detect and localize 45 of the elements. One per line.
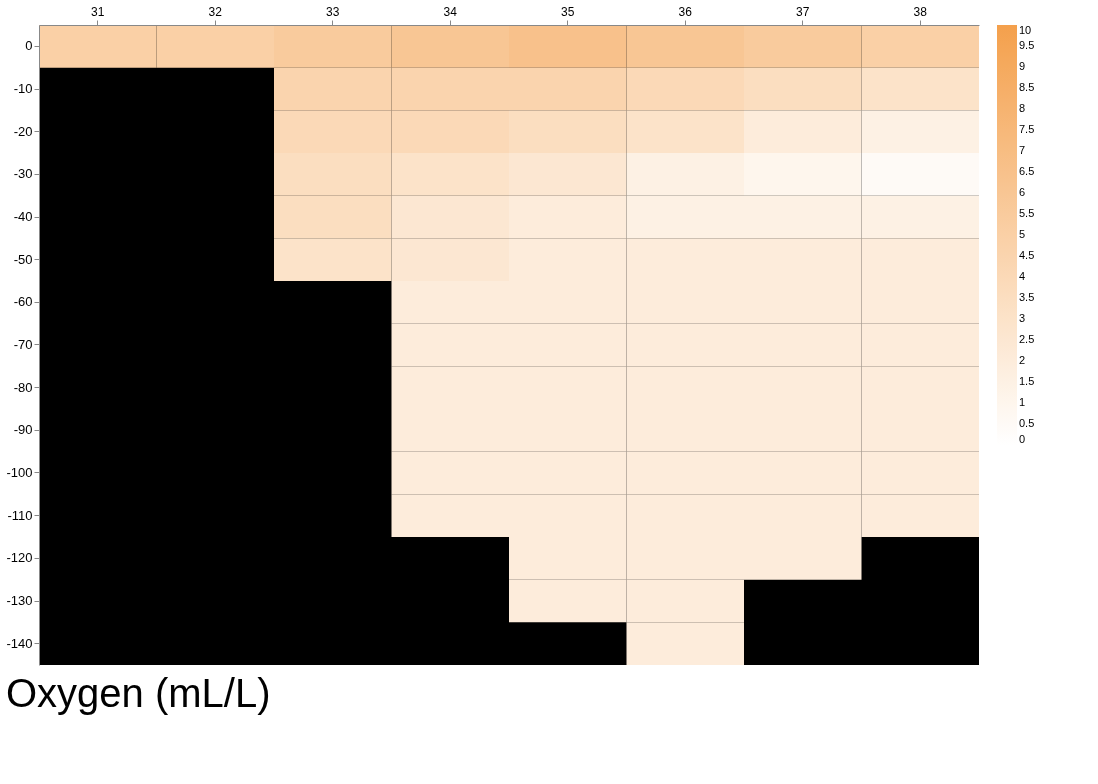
y-tick-label: -50: [13, 251, 33, 267]
y-tick-label: -100: [6, 465, 33, 480]
y-tick-label: -80: [13, 379, 33, 395]
color-bar-label: 7: [1019, 144, 1026, 156]
y-tick-label: 0: [25, 38, 33, 54]
color-bar-label: 8.5: [1019, 81, 1035, 93]
color-bar-label: 9: [1019, 60, 1026, 72]
y-tick-label: -30: [13, 166, 33, 182]
color-bar-label: 1: [1019, 396, 1026, 408]
color-bar-label: 2: [1019, 354, 1026, 366]
y-tick-label: -20: [13, 123, 33, 139]
color-bar-label: 3: [1019, 312, 1026, 324]
y-tick-label: -10: [13, 81, 33, 96]
x-tick-label: 34: [443, 4, 458, 19]
color-bar-label: 6.5: [1019, 165, 1035, 177]
text: Oxygen (mL/L): [5, 671, 271, 715]
color-bar-label: 3.5: [1019, 291, 1035, 303]
x-tick-label: 31: [91, 4, 105, 19]
x-tick-label: 38: [913, 4, 928, 19]
color-bar-label: 0: [1019, 433, 1026, 445]
color-bar-label: 10: [1019, 24, 1032, 36]
y-tick-label: -60: [13, 294, 33, 310]
x-tick-label: 32: [208, 4, 223, 19]
y-tick-label: -40: [13, 209, 33, 224]
x-tick-label: 36: [678, 4, 693, 19]
color-bar-label: 2.5: [1019, 333, 1035, 345]
x-tick-label: 35: [561, 4, 575, 19]
color-bar-label: 9.5: [1019, 39, 1035, 51]
y-tick-label: -140: [6, 635, 33, 651]
color-bar-label: 1.5: [1019, 375, 1035, 387]
y-tick-label: -110: [7, 507, 33, 523]
y-tick-label: -90: [13, 422, 33, 438]
x-tick-label: 33: [326, 4, 340, 19]
color-bar-label: 4.5: [1019, 249, 1035, 261]
color-bar-label: 7.5: [1019, 123, 1035, 135]
color-bar-label: 0.5: [1019, 417, 1035, 429]
color-bar-label: 5: [1019, 228, 1026, 240]
color-bar-label: 8: [1019, 102, 1026, 114]
color-bar-label: 6: [1019, 186, 1026, 198]
y-tick-label: -130: [6, 593, 33, 608]
color-bar-label: 4: [1019, 270, 1026, 282]
x-tick-label: 37: [796, 4, 810, 19]
y-tick-label: -70: [13, 337, 33, 352]
y-tick-label: -120: [6, 550, 33, 566]
color-bar-label: 5.5: [1019, 207, 1035, 219]
